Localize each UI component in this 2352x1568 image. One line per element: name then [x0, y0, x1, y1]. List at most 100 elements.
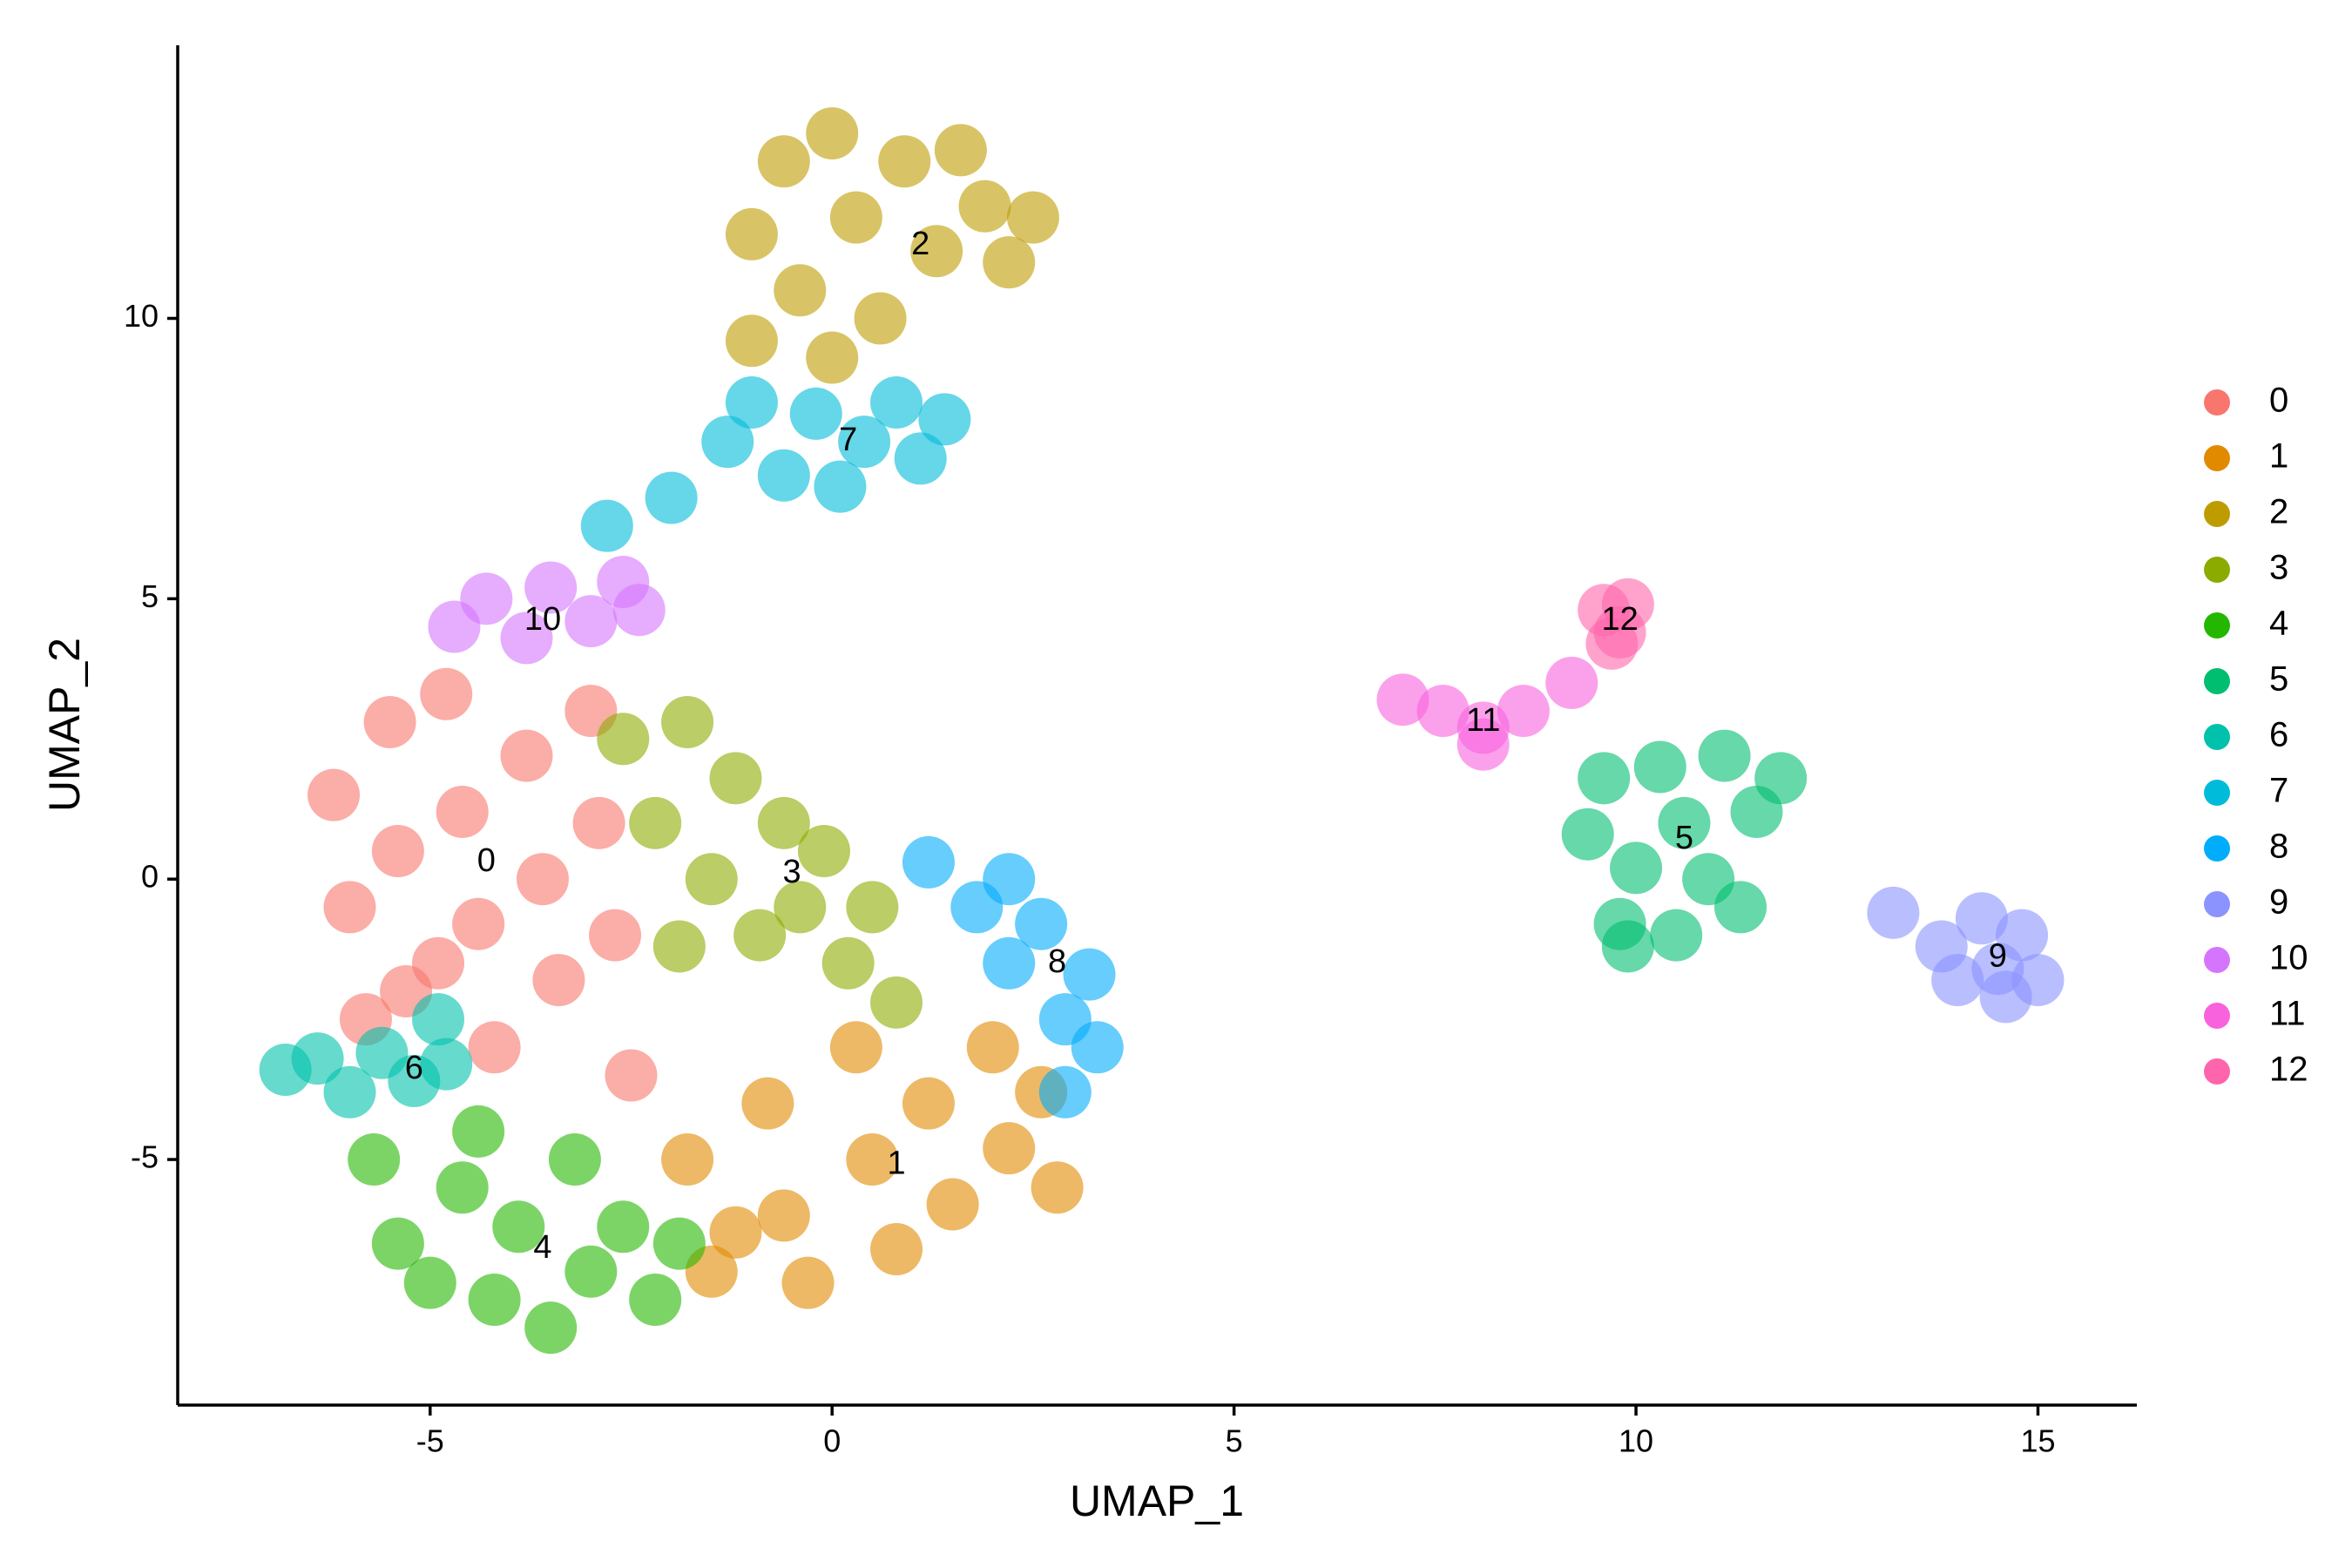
point	[870, 976, 923, 1029]
cluster-label: 7	[839, 422, 857, 458]
cluster-label: 6	[405, 1050, 423, 1086]
point	[757, 449, 810, 502]
cluster-label: 8	[1048, 943, 1066, 980]
point	[797, 825, 850, 878]
point	[460, 572, 513, 625]
points	[259, 107, 2065, 1355]
point	[846, 1133, 899, 1186]
cluster-label: 4	[533, 1229, 551, 1266]
point	[564, 1245, 618, 1298]
point	[597, 1200, 650, 1254]
point	[524, 561, 578, 614]
legend-label: 0	[2269, 382, 2288, 420]
point	[661, 695, 714, 748]
point	[452, 1105, 505, 1158]
point	[870, 376, 923, 429]
point	[572, 796, 625, 849]
legend-label: 8	[2269, 828, 2288, 866]
legend-label: 3	[2269, 549, 2288, 587]
point	[371, 1217, 424, 1270]
point	[1601, 578, 1654, 631]
point	[870, 1223, 923, 1276]
point	[532, 954, 585, 1007]
cluster-label: 12	[1601, 601, 1638, 638]
point	[452, 897, 505, 950]
cluster-label: 1	[887, 1146, 905, 1182]
point	[1063, 948, 1116, 1001]
legend-swatch	[2204, 947, 2230, 973]
point	[1650, 909, 1703, 962]
point	[774, 881, 827, 934]
point	[1754, 752, 1808, 805]
point	[725, 314, 778, 368]
point	[1031, 1161, 1084, 1214]
point	[420, 1037, 473, 1091]
legend-label: 10	[2269, 939, 2308, 977]
point	[902, 1077, 955, 1130]
legend-label: 5	[2269, 660, 2288, 699]
point	[829, 1021, 882, 1074]
point	[983, 1122, 1036, 1175]
point	[412, 993, 465, 1046]
point	[685, 853, 738, 906]
point	[846, 881, 899, 934]
point	[612, 584, 666, 637]
point	[854, 292, 907, 345]
point	[605, 1049, 658, 1102]
x-tick-label: 0	[823, 1423, 841, 1459]
point	[1376, 673, 1429, 727]
point	[1610, 841, 1663, 895]
y-tick-label: 10	[124, 298, 159, 334]
x-axis-title: UMAP_1	[1070, 1477, 1244, 1525]
cluster-label: 11	[1466, 702, 1500, 739]
point	[1658, 796, 1711, 849]
legend-swatch	[2204, 389, 2230, 416]
point	[902, 835, 955, 889]
cluster-label: 9	[1989, 937, 2007, 974]
point	[1015, 897, 1068, 950]
point	[926, 1178, 979, 1231]
legend-swatch	[2204, 501, 2230, 527]
point	[709, 1206, 762, 1259]
point	[789, 387, 842, 440]
point	[436, 785, 489, 838]
legend-label: 12	[2269, 1051, 2308, 1089]
legend-swatch	[2204, 557, 2230, 583]
x-tick-label: 5	[1226, 1423, 1243, 1459]
point	[291, 1032, 344, 1085]
point	[1979, 970, 2032, 1024]
point	[661, 1133, 714, 1186]
point	[412, 936, 465, 990]
y-tick-label: 5	[141, 578, 159, 614]
point	[806, 331, 859, 384]
point	[323, 881, 376, 934]
y-tick-label: 0	[141, 859, 159, 895]
point	[725, 376, 778, 429]
point	[652, 1217, 706, 1270]
point	[781, 1256, 835, 1309]
point	[1456, 718, 1510, 771]
legend-swatch	[2204, 1058, 2230, 1085]
legend-swatch	[2204, 445, 2230, 471]
point	[1698, 729, 1751, 782]
point	[1038, 1065, 1092, 1119]
point	[910, 225, 963, 278]
point	[308, 768, 361, 821]
point	[1867, 886, 1920, 939]
cluster-label: 5	[1675, 820, 1693, 856]
point	[1497, 685, 1550, 738]
point	[589, 909, 642, 962]
x-tick-label: 15	[2020, 1423, 2055, 1459]
point	[500, 729, 553, 782]
point	[420, 667, 473, 720]
point	[1955, 892, 2008, 945]
legend-swatch	[2204, 612, 2230, 639]
legend-label: 11	[2269, 995, 2306, 1033]
point	[757, 1189, 810, 1242]
cluster-label: 0	[477, 842, 496, 879]
y-axis-title: UMAP_2	[40, 638, 89, 812]
point	[774, 264, 827, 317]
legend-swatch	[2204, 724, 2230, 750]
